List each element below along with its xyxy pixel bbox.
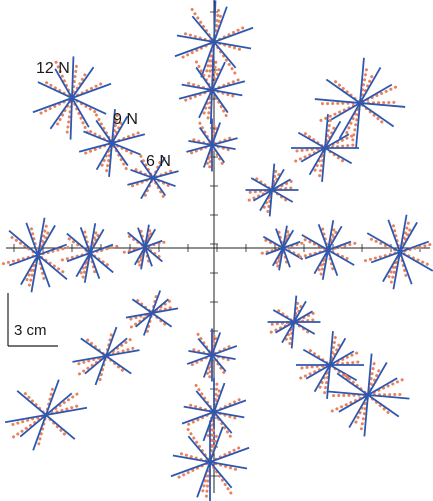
model-line — [142, 290, 162, 336]
measured-trace — [334, 80, 386, 126]
cluster-left-axis-far — [1, 217, 75, 293]
measured-trace — [319, 84, 401, 122]
scale-label: 3 cm — [14, 322, 47, 339]
model-line — [108, 109, 116, 177]
model-line — [30, 217, 46, 293]
measured-trace — [330, 377, 406, 413]
cluster-lower-left-near — [125, 290, 179, 336]
measured-trace — [300, 360, 360, 370]
measured-trace — [138, 227, 152, 267]
measured-trace — [351, 64, 369, 142]
measured-trace — [318, 118, 332, 178]
model-line — [140, 156, 166, 200]
cluster-upper-right-near — [245, 163, 299, 217]
model-line — [278, 225, 288, 271]
cluster-bottom-axis-far — [170, 420, 250, 501]
cluster-12n-upper-left — [32, 56, 112, 140]
model-line — [355, 57, 365, 149]
measured-trace — [345, 71, 375, 135]
cluster-right-axis-far — [363, 214, 433, 290]
model-line — [326, 331, 334, 399]
measured-trace — [11, 391, 81, 439]
measured-trace — [264, 238, 302, 258]
measured-trace — [77, 346, 135, 366]
model-line — [83, 223, 97, 283]
cluster-lower-left-mid — [72, 326, 140, 386]
model-line — [290, 295, 298, 349]
model-line — [69, 56, 75, 140]
measured-trace — [295, 143, 355, 153]
measured-trace — [206, 60, 218, 120]
measured-trace — [187, 398, 241, 426]
model-line — [268, 163, 276, 217]
model-line — [321, 114, 329, 182]
model-line — [32, 379, 60, 451]
measured-trace — [184, 78, 240, 102]
scale-bar: 3 cm — [7, 293, 58, 347]
measured-trace — [84, 131, 140, 155]
force-label-12n: 12 N — [36, 60, 70, 77]
cluster-top-axis-mid — [178, 55, 246, 125]
force-label-9n: 9 N — [113, 111, 138, 128]
measured-trace — [54, 60, 90, 136]
force-label-6n: 6 N — [146, 153, 171, 170]
cluster-top-axis-near — [186, 118, 238, 172]
measured-trace — [60, 244, 120, 262]
cluster-upper-right-far — [314, 57, 406, 149]
model-line — [321, 220, 335, 280]
measured-trace — [105, 113, 119, 173]
model-line — [94, 326, 118, 386]
cluster-lower-right-far — [326, 353, 410, 437]
measured-trace — [190, 7, 238, 77]
cluster-lower-right-mid — [295, 331, 365, 399]
model-line — [363, 353, 373, 437]
cluster-6n-upper-left — [127, 154, 179, 202]
cluster-right-axis-mid — [298, 220, 358, 280]
cluster-lower-left-far — [4, 379, 88, 451]
model-line — [209, 55, 215, 125]
cluster-top-axis-far — [174, 0, 254, 84]
measured-trace — [298, 241, 358, 259]
cluster-left-axis-mid — [60, 223, 120, 283]
measured-trace — [186, 427, 234, 497]
cluster-right-axis-near — [260, 225, 306, 271]
cluster-lower-right-near — [267, 295, 321, 349]
cluster-upper-right-mid — [290, 114, 360, 182]
cluster-bottom-axis-near — [186, 328, 238, 382]
measured-trace — [323, 335, 337, 395]
model-line — [140, 224, 150, 270]
cluster-left-axis-near — [122, 224, 168, 270]
measured-trace — [127, 234, 163, 260]
model-line — [392, 214, 408, 290]
measured-trace — [320, 100, 400, 106]
cluster-9n-upper-left — [78, 109, 146, 177]
measured-trace — [276, 228, 290, 268]
